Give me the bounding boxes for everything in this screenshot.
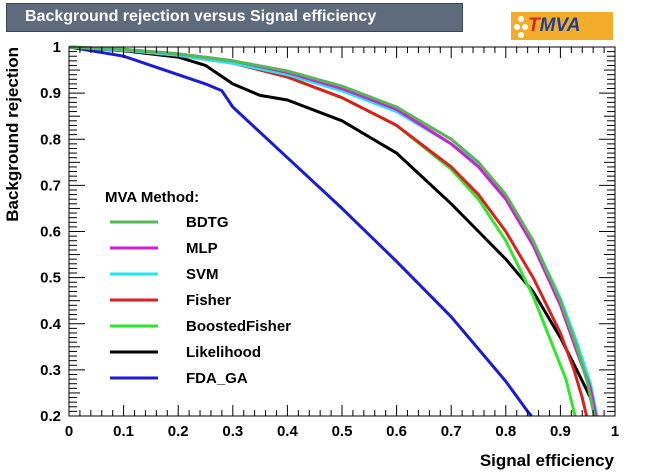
series-line-fda-ga: [68, 45, 533, 417]
series-line-svm: [68, 45, 599, 417]
legend-label: FDA_GA: [186, 370, 248, 387]
legend-label: BDTG: [186, 214, 229, 231]
logo-prefix: T: [528, 15, 540, 36]
y-tick-label: 0.9: [40, 85, 61, 102]
y-tick-label: 0.6: [40, 224, 61, 241]
tmva-logo-text: TMVA: [528, 15, 580, 37]
y-tick-label: 1: [53, 39, 61, 56]
y-tick-label: 0.5: [40, 270, 61, 287]
x-tick-label: 0.8: [495, 423, 516, 440]
series-line-mlp: [68, 45, 598, 417]
series-line-boostedfisher: [68, 45, 577, 417]
x-axis-ticks: 0 0.1 0.2 0.3 0.4 0.5 0.6 0.7 0.8 0.9 1: [65, 47, 619, 440]
x-tick-label: 0.1: [113, 423, 134, 440]
x-tick-label: 0: [65, 423, 73, 440]
legend: MVA Method: BDTG MLP SVM Fisher BoostedFishe…: [105, 189, 291, 387]
x-tick-label: 0.5: [332, 423, 353, 440]
x-tick-label: 0.7: [441, 423, 462, 440]
x-axis-label: Signal efficiency: [480, 451, 615, 470]
series-line-likelihood: [68, 45, 597, 417]
title-bar: Background rejection versus Signal effic…: [6, 3, 463, 32]
series-line-fisher: [68, 45, 589, 417]
y-tick-label: 0.2: [40, 408, 61, 425]
logo-dots-icon: [514, 16, 528, 38]
logo-suffix: MVA: [539, 15, 581, 36]
plot-frame: [68, 46, 616, 417]
y-axis-label: Background rejection: [3, 47, 22, 222]
legend-label: BoostedFisher: [186, 318, 291, 335]
x-tick-label: 1: [611, 423, 619, 440]
y-tick-label: 0.8: [40, 131, 61, 148]
legend-label: SVM: [186, 266, 219, 283]
x-tick-label: 0.4: [277, 423, 299, 440]
legend-title: MVA Method:: [105, 189, 199, 206]
x-tick-label: 0.2: [168, 423, 189, 440]
x-tick-label: 0.6: [386, 423, 407, 440]
x-tick-label: 0.9: [550, 423, 571, 440]
x-tick-label: 0.3: [222, 423, 243, 440]
y-tick-label: 0.4: [40, 316, 62, 333]
legend-label: Fisher: [186, 292, 231, 309]
series-line-bdtg: [68, 45, 596, 417]
y-tick-label: 0.3: [40, 362, 61, 379]
tmva-logo: [511, 12, 613, 40]
y-tick-label: 0.7: [40, 177, 61, 194]
y-axis-ticks: 0.2 0.3 0.4 0.5 0.6 0.7 0.8 0.9 1: [40, 39, 615, 425]
legend-label: Likelihood: [186, 344, 261, 361]
chart-title: Background rejection versus Signal effic…: [25, 8, 377, 25]
legend-items: BDTG MLP SVM Fisher BoostedFisher Likelihood F…: [110, 214, 291, 387]
curves-layer: [68, 45, 599, 417]
legend-label: MLP: [186, 240, 218, 257]
